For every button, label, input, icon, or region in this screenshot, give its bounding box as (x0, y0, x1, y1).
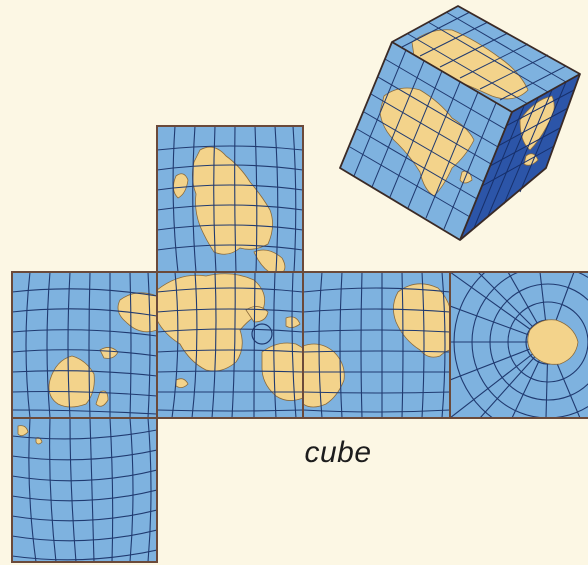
net-face-bottom (12, 418, 157, 562)
net-face-back (450, 248, 588, 436)
net-face-front (157, 272, 303, 418)
cube-3d (340, 6, 580, 240)
net-face-top (157, 126, 303, 276)
cube-caption: cube (268, 436, 408, 470)
net-face-left (12, 272, 157, 418)
